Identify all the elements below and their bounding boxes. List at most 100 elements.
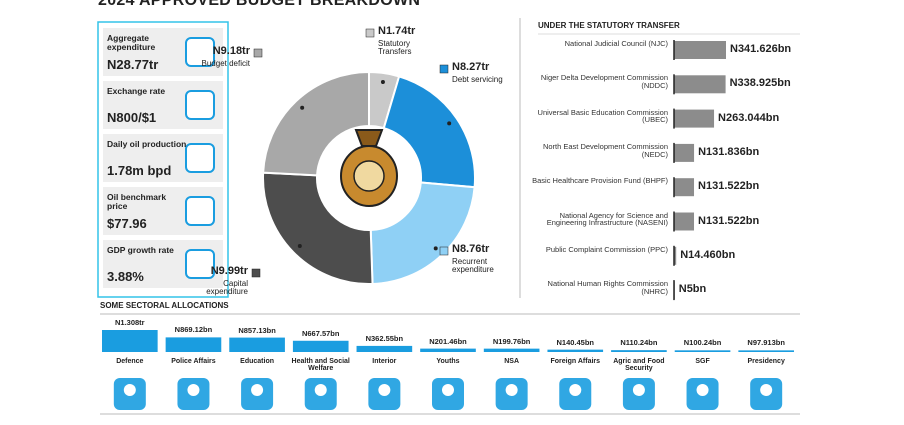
bar-value: N667.57bn (301, 328, 340, 338)
stat-value: N800/$1 (107, 110, 157, 125)
bar-label: Interior (372, 358, 397, 365)
bar-value: N362.55bn (365, 333, 404, 343)
stat-label: Oil benchmark price (107, 192, 167, 211)
sector-icon-detail (632, 384, 645, 396)
bar-value: N341.626bn (730, 43, 792, 55)
sector-icon-detail (378, 384, 391, 396)
bar-value: N14.460bn (680, 248, 736, 261)
slice-value: N1.74tr (378, 25, 416, 37)
sector-icon-detail (251, 384, 264, 396)
bar (356, 345, 413, 352)
bar-value: N110.24bn (620, 338, 658, 348)
bar-value: N263.044bn (718, 111, 780, 124)
stat-icon (185, 196, 215, 226)
bar-value: N201.46bn (429, 336, 467, 346)
bar (165, 337, 222, 352)
bar-label: Presidency (747, 358, 785, 365)
bar-label: Police Affairs (171, 358, 216, 365)
slice-label: Capital expenditure (206, 279, 248, 297)
stat-label: GDP growth rate (107, 245, 174, 255)
legend-swatch (251, 268, 261, 278)
bar (674, 143, 695, 162)
bar (674, 350, 731, 352)
sector-icon-detail (696, 384, 709, 396)
legend-swatch (365, 28, 375, 38)
title: 2024 APPROVED BUDGET BREAKDOWN (98, 0, 421, 9)
stat-label: Daily oil production (107, 139, 187, 149)
bar-label: Defence (116, 358, 144, 365)
bar (420, 348, 476, 352)
bar-label: Basic Healthcare Provision Fund (BHPF) (532, 176, 668, 186)
bar-value: N5bn (678, 283, 707, 296)
donut-slice (262, 171, 374, 285)
slice-label: Debt servicing (452, 75, 503, 84)
stat-icon (185, 143, 215, 173)
bar-value: N199.76bn (492, 336, 531, 346)
bar (674, 75, 726, 94)
bar-value: N869.12bn (174, 325, 213, 335)
legend-swatch (253, 48, 263, 58)
donut-slice (262, 70, 370, 177)
bar-label: SGF (695, 358, 710, 365)
bar-value: N131.522bn (698, 214, 760, 227)
bar (483, 348, 540, 352)
stat-value: 3.88% (107, 269, 144, 284)
donut-slice (369, 181, 476, 285)
bar (738, 350, 794, 352)
bar (229, 337, 285, 352)
bar-label: Universal Basic Education Commission (UB… (537, 107, 668, 125)
bar (674, 178, 695, 197)
bar (611, 350, 667, 352)
sector-icon-detail (442, 384, 454, 396)
slice-value: N9.99tr (210, 265, 248, 277)
bar-label: Foreign Affairs (550, 358, 601, 365)
bar (674, 212, 695, 231)
bar-label: NSA (504, 358, 520, 365)
slice-label: Budget deficit (201, 59, 250, 68)
legend-swatch (439, 64, 449, 74)
section-title: UNDER THE STATUTORY TRANSFER (538, 21, 680, 30)
bar (674, 41, 726, 59)
bar-value: N97.913bn (747, 338, 785, 348)
stat-label: Aggregate expenditure (107, 33, 156, 52)
stat-icon (185, 249, 215, 279)
stat-icon (185, 37, 215, 67)
donut-slice (382, 75, 476, 189)
leader-dot (300, 105, 305, 110)
slice-value: N8.27tr (452, 61, 490, 73)
stat-label: Exchange rate (107, 86, 166, 96)
sector-icon-detail (123, 384, 136, 396)
bar-value: N338.925bn (729, 77, 791, 90)
bar-value: N131.522bn (698, 180, 760, 193)
sector-icon-detail (569, 384, 582, 396)
legend-swatch (439, 246, 449, 256)
bar-value: N100.24bn (683, 338, 722, 348)
leader-dot (447, 121, 452, 126)
section-title: SOME SECTORAL ALLOCATIONS (100, 301, 229, 310)
stat-icon (185, 90, 215, 120)
bar-label: Education (240, 358, 274, 365)
bar (547, 349, 604, 352)
stat-value: $77.96 (107, 216, 147, 231)
sector-icon-detail (505, 384, 518, 396)
leader-dot (433, 246, 438, 251)
stat-value: N28.77tr (107, 57, 159, 72)
bar (292, 340, 349, 352)
sector-icon-detail (760, 384, 773, 396)
stat-value: 1.78m bpd (107, 163, 172, 178)
sector-icon-detail (187, 384, 200, 396)
bar-label: National Human Rights Commission (NHRC) (547, 279, 668, 296)
slice-value: N9.18tr (212, 45, 250, 57)
bar-value: N140.45bn (556, 337, 595, 347)
bar (102, 330, 158, 352)
slice-label: Recurrent expenditure (452, 257, 494, 275)
bar-label: Agric and Food Security (613, 358, 665, 373)
bar (674, 246, 677, 265)
leader-dot (297, 243, 302, 248)
bar-label: National Agency for Science and Engineer… (546, 210, 668, 228)
stats-panel (97, 21, 229, 298)
bar-label: Niger Delta Development Commission (NDDC… (540, 73, 668, 91)
slice-label: Statutory Transfers (378, 39, 412, 57)
